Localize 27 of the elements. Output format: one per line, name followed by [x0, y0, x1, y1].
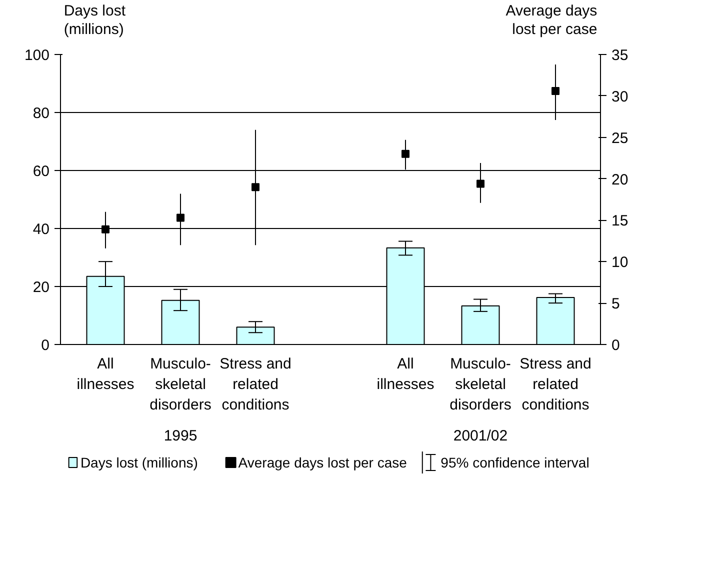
y-tick-label: 20: [32, 279, 50, 296]
y2-tick-label: 25: [612, 130, 628, 147]
y2-tick-label: 0: [612, 337, 620, 354]
legend-label: Average days lost per case: [238, 454, 408, 470]
x-tick-label: Stress and related conditions: [220, 356, 292, 414]
y2-tick-label: 5: [612, 296, 620, 313]
x-tick-label: Stress and related conditions: [520, 356, 592, 414]
y2-axis-title: Average days lost per case: [506, 2, 598, 38]
legend-label: Days lost (millions): [80, 454, 198, 470]
x-tick-label: Musculo-skeletal disorders: [450, 356, 512, 414]
x-tick-label: Musculo-skeletal disorders: [150, 356, 212, 414]
x-tick-label: All illnesses: [376, 356, 434, 393]
y2-tick-label: 15: [612, 212, 628, 230]
y-tick-label: 60: [32, 163, 50, 180]
y2-tick-label: 30: [612, 88, 628, 106]
y2-tick-label: 35: [612, 47, 628, 64]
y-tick-label: 80: [32, 105, 50, 122]
y2-tick-label: 10: [612, 254, 628, 272]
text: 2001/02: [453, 428, 508, 444]
text: 95% confidence interval: [440, 454, 590, 470]
text: 1995: [164, 428, 198, 444]
y2-tick-label: 20: [612, 171, 628, 188]
y-tick-label: 100: [24, 47, 50, 64]
y-axis-title: Days lost (millions): [64, 2, 126, 38]
y-tick-label: 0: [41, 337, 50, 354]
y-tick-label: 40: [32, 221, 50, 238]
x-tick-label: All illnesses: [76, 356, 134, 393]
